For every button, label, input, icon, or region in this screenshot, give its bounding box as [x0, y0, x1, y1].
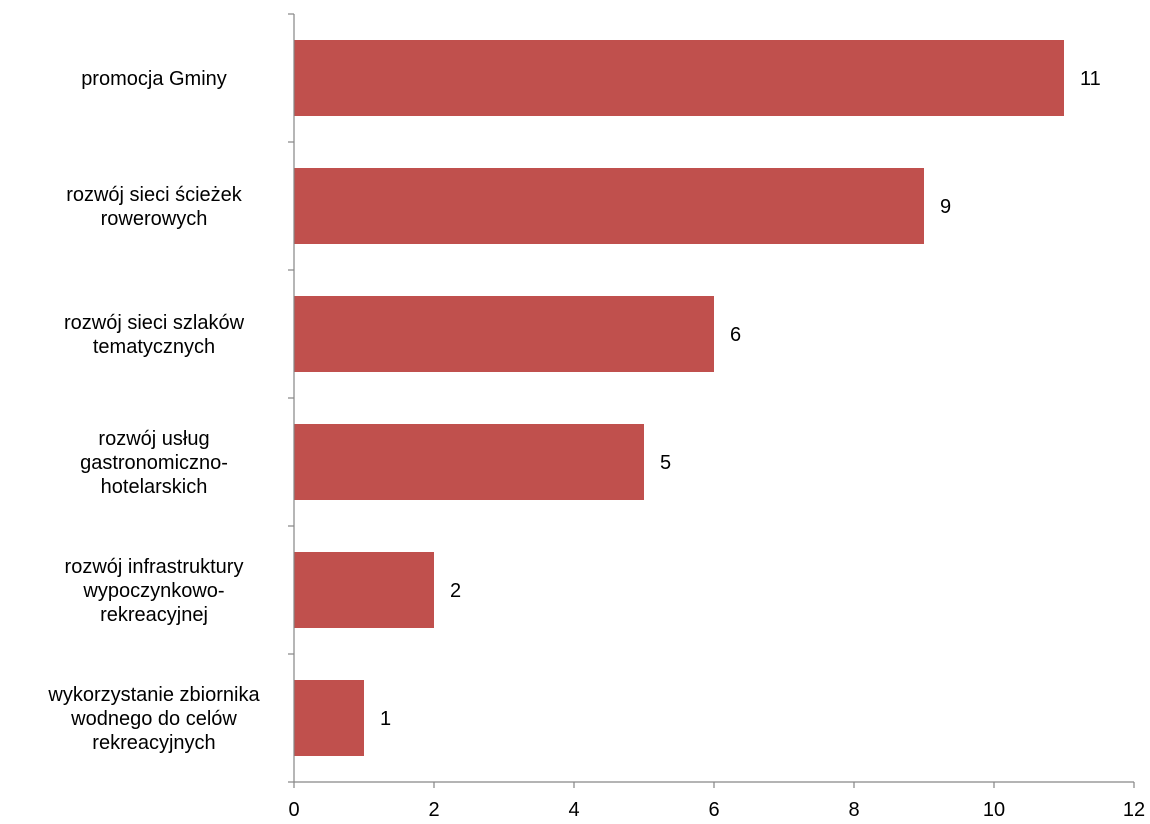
category-label-line: rozwój infrastruktury — [65, 556, 244, 578]
category-label-line: wypoczynkowo- — [82, 580, 224, 602]
category-label-line: rozwój sieci szlaków — [64, 312, 245, 334]
x-tick-label: 12 — [1123, 799, 1145, 821]
bar — [294, 680, 364, 756]
category-label-line: rekreacyjnej — [100, 604, 208, 626]
data-label: 9 — [940, 196, 951, 218]
category-label: rozwój sieci ścieżek rowerowych — [66, 184, 243, 230]
category-label-line: gastronomiczno- — [80, 452, 228, 474]
category-label-line: rowerowych — [101, 208, 208, 230]
category-label-line: rozwój usług — [98, 428, 209, 450]
category-label-line: wodnego do celów — [70, 708, 237, 730]
bar — [294, 552, 434, 628]
category-label: rozwój infrastruktury wypoczynkowo-rekrea… — [65, 556, 244, 626]
category-label-line: promocja Gminy — [81, 68, 227, 90]
category-label: rozwój usług gastronomiczno-hotelarskich — [80, 428, 228, 498]
data-label: 5 — [660, 452, 671, 474]
data-label: 6 — [730, 324, 741, 346]
category-label-line: rekreacyjnych — [92, 732, 215, 754]
category-label: rozwój sieci szlaków tematycznych — [64, 312, 245, 358]
x-tick-label: 10 — [983, 799, 1005, 821]
bars-group — [294, 40, 1064, 756]
category-label: promocja Gminy — [81, 68, 227, 90]
category-label-line: hotelarskich — [101, 476, 208, 498]
bar — [294, 40, 1064, 116]
data-label: 1 — [380, 708, 391, 730]
x-tick-label: 2 — [428, 799, 439, 821]
x-tick-label: 0 — [288, 799, 299, 821]
category-label: wykorzystanie zbiornika wodnego do celów r… — [47, 684, 260, 754]
category-label-line: wykorzystanie zbiornika — [47, 684, 260, 706]
category-label-line: rozwój sieci ścieżek — [66, 184, 243, 206]
x-tick-label: 8 — [848, 799, 859, 821]
data-label: 11 — [1080, 68, 1101, 90]
axes-group — [288, 13, 1135, 788]
bar — [294, 296, 714, 372]
data-label: 2 — [450, 580, 461, 602]
x-tick-label: 6 — [708, 799, 719, 821]
bar — [294, 168, 924, 244]
x-tick-label: 4 — [568, 799, 579, 821]
category-label-line: tematycznych — [93, 336, 215, 358]
bar — [294, 424, 644, 500]
